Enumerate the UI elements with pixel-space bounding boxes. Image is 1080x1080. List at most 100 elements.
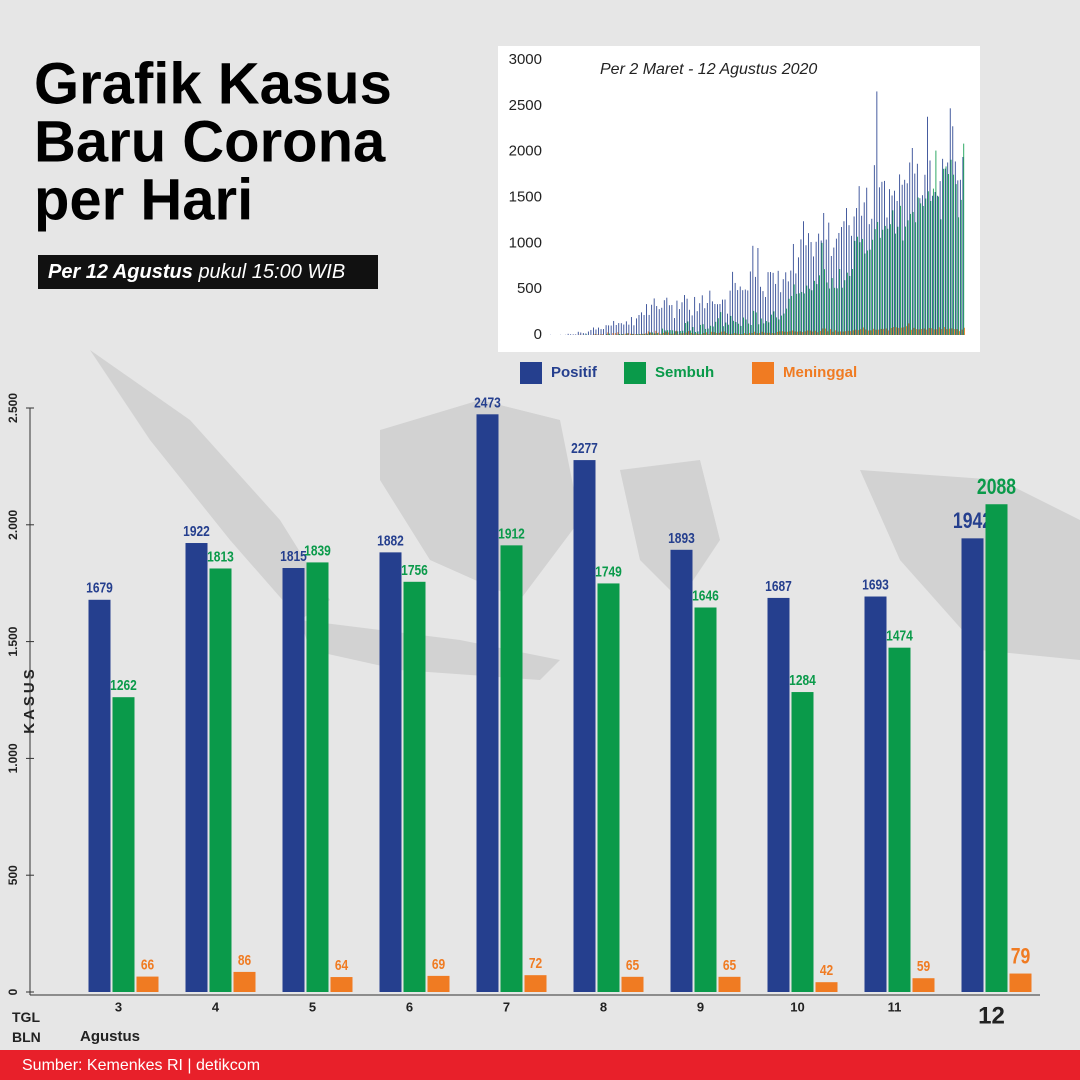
bar bbox=[894, 190, 895, 335]
bar bbox=[754, 276, 756, 335]
bar bbox=[963, 143, 965, 335]
bar bbox=[818, 233, 820, 335]
bar bbox=[759, 333, 761, 335]
bar bbox=[952, 126, 954, 336]
bar bbox=[835, 330, 836, 335]
bar bbox=[619, 333, 621, 335]
bar bbox=[760, 286, 761, 335]
bar bbox=[861, 215, 863, 335]
bar bbox=[805, 245, 807, 335]
bar bbox=[903, 327, 905, 335]
bar bbox=[755, 312, 757, 335]
bar bbox=[911, 329, 912, 335]
data-label: 2473 bbox=[474, 394, 501, 411]
bar bbox=[915, 222, 917, 335]
bar bbox=[896, 200, 898, 335]
bar bbox=[679, 309, 680, 335]
bar bbox=[645, 333, 647, 335]
y-tick-label: 1.500 bbox=[6, 626, 20, 656]
bar bbox=[782, 279, 784, 335]
bar bbox=[824, 328, 826, 335]
bar bbox=[828, 222, 830, 335]
bar bbox=[811, 290, 813, 335]
bar bbox=[614, 333, 616, 335]
bar bbox=[617, 332, 619, 335]
bar bbox=[904, 179, 906, 335]
bar bbox=[707, 328, 709, 335]
bar bbox=[801, 292, 803, 335]
x-axis-title-line: TGL bbox=[12, 1009, 40, 1025]
bar bbox=[773, 311, 775, 335]
bar bbox=[722, 326, 724, 335]
y-tick-label: 0 bbox=[6, 988, 20, 995]
bar bbox=[877, 221, 879, 335]
bar bbox=[860, 329, 862, 335]
y-tick-label: 2.500 bbox=[6, 393, 20, 423]
data-label: 1813 bbox=[207, 548, 234, 565]
y-tick-label: 500 bbox=[6, 865, 20, 885]
bar bbox=[783, 313, 785, 335]
x-tick-label: 4 bbox=[212, 999, 220, 1014]
bar bbox=[711, 301, 713, 335]
data-label: 1262 bbox=[110, 677, 137, 694]
bar bbox=[638, 315, 640, 335]
bar bbox=[803, 293, 805, 335]
bar bbox=[889, 189, 890, 335]
bar bbox=[567, 333, 569, 335]
bar bbox=[842, 331, 844, 335]
bar bbox=[944, 168, 946, 335]
bar bbox=[868, 224, 870, 335]
data-label: 2088 bbox=[977, 475, 1016, 499]
bar bbox=[953, 174, 955, 335]
bar bbox=[690, 330, 691, 335]
bar bbox=[947, 162, 949, 335]
bar bbox=[781, 315, 782, 335]
bar bbox=[932, 188, 934, 335]
bar bbox=[631, 333, 633, 335]
bar bbox=[700, 334, 702, 335]
bar bbox=[749, 333, 750, 335]
bar bbox=[867, 250, 868, 335]
bar bbox=[900, 205, 901, 335]
x-tick-label: 8 bbox=[600, 999, 607, 1014]
bar bbox=[935, 150, 937, 335]
bar bbox=[652, 332, 653, 335]
bar bbox=[883, 328, 885, 335]
bar bbox=[845, 331, 847, 335]
data-label: 64 bbox=[335, 957, 349, 974]
bar bbox=[1009, 973, 1032, 992]
bar bbox=[689, 309, 691, 335]
data-label: 1749 bbox=[595, 563, 622, 580]
bar bbox=[870, 330, 872, 335]
bar bbox=[852, 330, 854, 335]
bar bbox=[777, 270, 779, 335]
bar bbox=[683, 333, 685, 335]
bar bbox=[831, 278, 833, 335]
bar bbox=[185, 543, 208, 992]
bar bbox=[649, 332, 651, 335]
bar bbox=[948, 174, 949, 335]
bar bbox=[830, 255, 832, 335]
bar bbox=[686, 298, 688, 335]
legend-label: Positif bbox=[551, 364, 598, 381]
bar bbox=[786, 308, 788, 335]
subtitle-rest: pukul 15:00 WIB bbox=[197, 261, 345, 283]
bar bbox=[906, 183, 908, 335]
bar bbox=[754, 331, 755, 335]
bar bbox=[737, 290, 739, 335]
bar bbox=[665, 331, 667, 335]
bar bbox=[850, 331, 852, 335]
bar bbox=[762, 291, 764, 335]
bar bbox=[846, 208, 847, 335]
source: Sumber: Kemenkes RI | detikcom bbox=[22, 1057, 260, 1074]
bar bbox=[757, 248, 759, 335]
y-tick-label: 1000 bbox=[509, 234, 542, 251]
bar bbox=[602, 334, 604, 335]
bar bbox=[873, 328, 874, 335]
bar bbox=[667, 330, 669, 335]
bar bbox=[738, 323, 739, 335]
bar bbox=[688, 331, 690, 335]
bar bbox=[940, 219, 942, 335]
bar bbox=[867, 330, 869, 335]
bar bbox=[959, 179, 961, 335]
